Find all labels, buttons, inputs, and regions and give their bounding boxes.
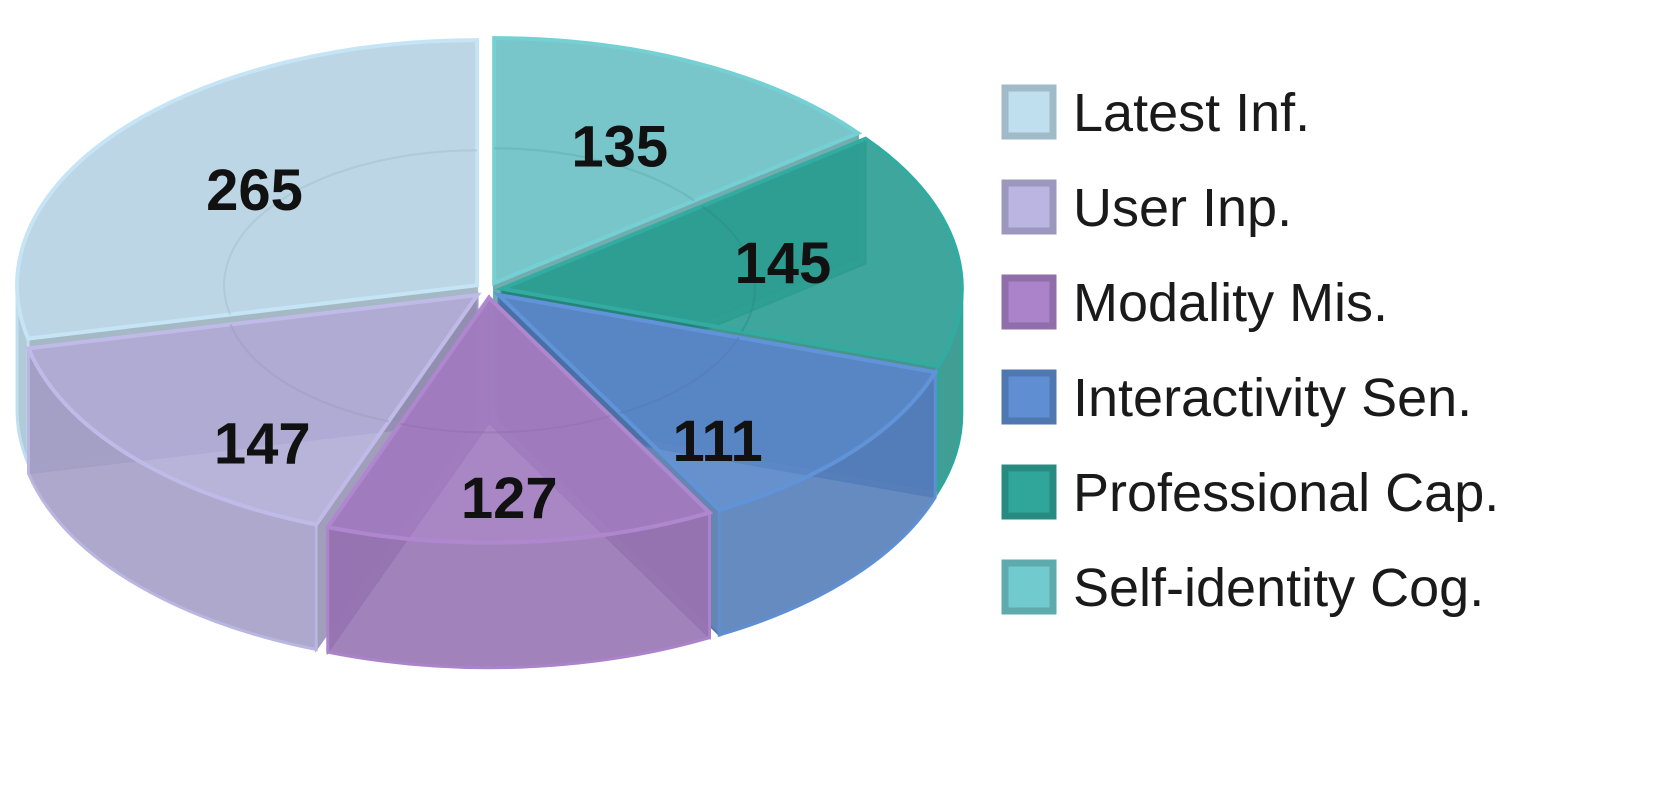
slice-top-face <box>25 292 482 527</box>
slice-ring-highlight <box>701 205 756 332</box>
slice-value-labels: 265 147 127 111 145 135 <box>206 115 831 531</box>
legend-label: Self-identity Cog. <box>1073 558 1484 618</box>
slice-ring-highlight <box>400 414 611 434</box>
legend-swatch <box>1001 84 1057 140</box>
legend-item-user-inp: User Inp. <box>1001 178 1292 238</box>
value-label-self-identity-cog: 135 <box>571 115 668 180</box>
value-label-interactivity-sen: 111 <box>672 409 762 474</box>
slice-ring-highlight <box>229 324 389 423</box>
value-label-professional-cap: 145 <box>735 231 832 296</box>
pie-slice-modality-mis <box>324 294 714 670</box>
legend-swatch <box>1001 274 1057 330</box>
legend-label: Latest Inf. <box>1073 83 1310 143</box>
slice-top-face <box>494 136 964 369</box>
legend-label: User Inp. <box>1073 178 1292 238</box>
legend-item-self-identity-cog: Self-identity Cog. <box>1001 558 1484 618</box>
legend-swatch <box>1001 559 1057 615</box>
value-label-modality-mis: 127 <box>461 466 558 531</box>
slice-top-face <box>492 36 863 287</box>
slice-top-face <box>15 38 480 341</box>
pie-slices <box>15 36 964 670</box>
legend-item-professional-cap: Professional Cap. <box>1001 463 1499 523</box>
legend: Latest Inf. User Inp. Modality Mis. Interac… <box>1001 83 1499 618</box>
slice-ring-highlight <box>494 147 695 202</box>
slice-top-face <box>492 291 939 513</box>
legend-label: Modality Mis. <box>1073 273 1388 333</box>
slice-ring-highlight <box>223 149 478 315</box>
legend-swatch <box>1001 179 1057 235</box>
legend-swatch <box>1001 369 1057 425</box>
legend-item-latest-inf: Latest Inf. <box>1001 83 1310 143</box>
legend-item-interactivity-sen: Interactivity Sen. <box>1001 368 1472 428</box>
slice-top-face <box>324 294 714 545</box>
legend-item-modality-mis: Modality Mis. <box>1001 273 1388 333</box>
slice-ring-highlight <box>619 336 740 415</box>
legend-swatch <box>1001 464 1057 520</box>
value-label-user-inp: 147 <box>214 412 311 477</box>
legend-label: Interactivity Sen. <box>1073 368 1472 428</box>
legend-label: Professional Cap. <box>1073 463 1499 523</box>
value-label-latest-inf: 265 <box>206 158 303 223</box>
